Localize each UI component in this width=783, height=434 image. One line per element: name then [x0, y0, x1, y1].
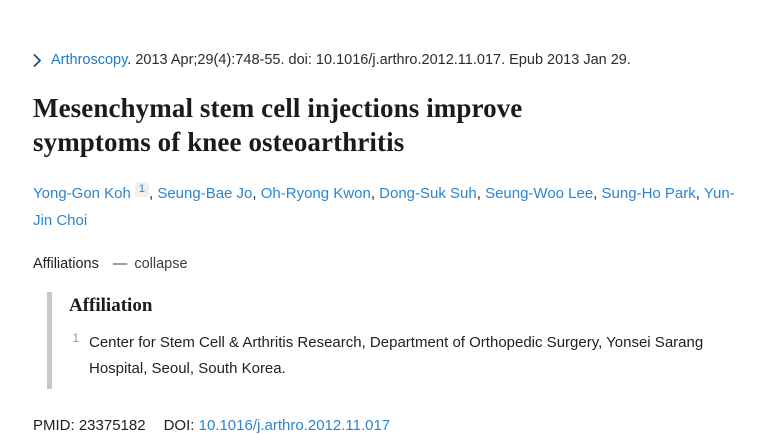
minus-icon: — [112, 256, 128, 272]
pmid-label: PMID: [33, 417, 75, 434]
author-separator: , [476, 184, 486, 202]
author-link[interactable]: Seung-Bae Jo [157, 184, 253, 202]
article-title: Mesenchymal stem cell injections improve… [33, 93, 523, 157]
identifiers-row: PMID: 23375182 DOI: 10.1016/j.arthro.2012… [33, 417, 743, 434]
author-link[interactable]: Oh-Ryong Kwon [260, 184, 371, 202]
collapse-button[interactable]: — collapse [113, 256, 188, 272]
author-affiliation-sup[interactable]: 1 [134, 181, 149, 198]
affiliations-label: Affiliations [33, 256, 99, 272]
author-separator: , [593, 184, 602, 202]
pmid-value: 23375182 [78, 417, 146, 434]
doi-group: DOI: 10.1016/j.arthro.2012.11.017 [164, 417, 391, 434]
author-separator: , [148, 184, 158, 202]
chevron-right-icon [33, 53, 42, 67]
doi-link[interactable]: 10.1016/j.arthro.2012.11.017 [198, 417, 391, 434]
affiliation-items: 1 Center for Stem Cell & Arthritis Resear… [69, 330, 743, 381]
pmid-group: PMID: 23375182 [33, 417, 146, 434]
author-link[interactable]: Dong-Suk Suh [379, 184, 477, 202]
author-link[interactable]: Sung-Ho Park [601, 184, 696, 202]
author-link[interactable]: Yun-Jin Choi [33, 184, 735, 230]
journal-citation: Arthroscopy. 2013 Apr;29(4):748-55. doi:… [33, 52, 743, 68]
affiliation-panel: Affiliation 1 Center for Stem Cell & Arth… [47, 292, 743, 389]
affiliation-text: Center for Stem Cell & Arthritis Researc… [89, 334, 704, 377]
affiliations-toggle-row: Affiliations — collapse [33, 256, 743, 272]
author-separator: , [695, 184, 704, 202]
author-link[interactable]: Seung-Woo Lee [485, 184, 594, 202]
author-separator: , [252, 184, 261, 202]
affiliation-heading: Affiliation [69, 295, 153, 316]
affiliation-item: 1 Center for Stem Cell & Arthritis Resear… [69, 330, 741, 381]
collapse-button-label: collapse [134, 256, 188, 272]
journal-link[interactable]: Arthroscopy [51, 52, 128, 68]
doi-label: DOI: [163, 417, 195, 434]
authors-list: Yong-Gon Koh 1, Seung-Bae Jo, Oh-Ryong Kw… [33, 180, 743, 236]
affiliation-number: 1 [72, 333, 79, 345]
citation-details: . 2013 Apr;29(4):748-55. doi: 10.1016/j.… [127, 52, 631, 68]
author-separator: , [370, 184, 380, 202]
author-link[interactable]: Yong-Gon Koh [33, 184, 131, 202]
